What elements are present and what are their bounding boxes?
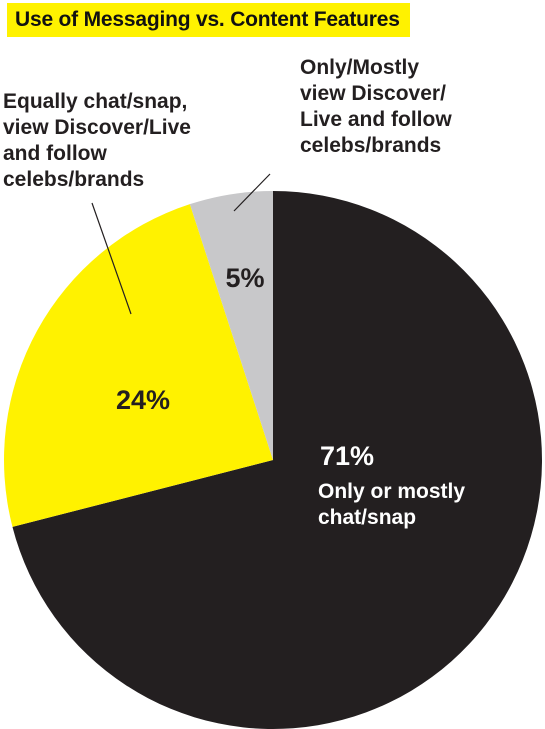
leader-line [91,202,132,315]
chart-title-box: Use of Messaging vs. Content Features [7,3,410,37]
leader-lines [91,173,271,315]
slice-label-line: celebs/brands [300,134,441,157]
pie-slices [3,191,543,729]
pie-slice [3,204,273,527]
slice-label-line: celebs/brands [3,168,144,191]
pie-slice [12,191,543,729]
slice-label-line: Equally chat/snap, [3,90,187,113]
slice-label-line: view Discover/Live [3,116,191,139]
leader-line [233,173,271,212]
pie-slice [189,191,273,460]
slice-label-line: Only or mostly [318,480,465,503]
slice-value-label: 5% [225,263,264,293]
slice-label-line: view Discover/ [300,82,446,105]
slice-category-label: Only/Mostly view Discover/Live and follow… [300,56,452,157]
chart-title: Use of Messaging vs. Content Features [15,8,400,31]
slice-value-label: 71% [320,441,374,471]
slice-label-line: Live and follow [300,108,452,131]
slice-label-line: and follow [3,142,107,165]
slice-labels: 71% Only or mostly chat/snap 24% Equally cha… [3,56,465,529]
slice-category-label: Only or mostly chat/snap [318,480,465,529]
slice-label-line: Only/Mostly [300,56,419,79]
slice-category-label: Equally chat/snap, view Discover/Live and … [3,90,191,191]
slice-value-label: 24% [116,385,170,415]
slice-label-line: chat/snap [318,506,416,529]
